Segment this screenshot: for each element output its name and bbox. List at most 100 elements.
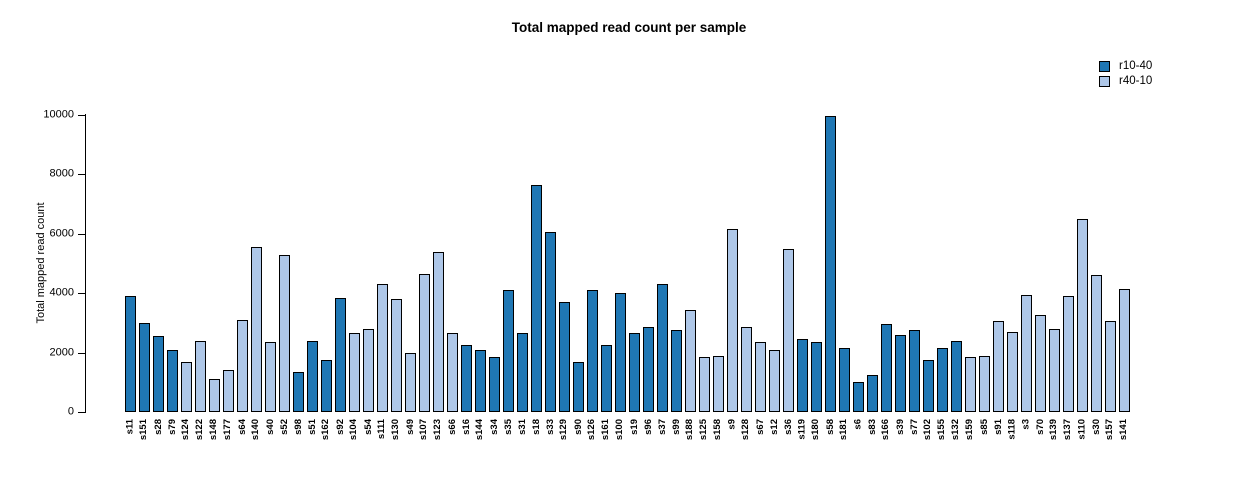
bar bbox=[923, 360, 934, 412]
bar bbox=[517, 333, 528, 412]
x-axis-label: s126 bbox=[586, 419, 598, 441]
legend-label-r40-10: r40-10 bbox=[1119, 75, 1153, 87]
bar bbox=[125, 296, 136, 412]
x-axis-label: s129 bbox=[558, 419, 570, 441]
x-axis-label: s90 bbox=[572, 419, 584, 435]
x-axis-label: s96 bbox=[642, 419, 654, 435]
chart-title: Total mapped read count per sample bbox=[511, 20, 747, 35]
x-axis-label: s158 bbox=[712, 419, 724, 441]
x-axis-label: s188 bbox=[684, 419, 696, 441]
bar bbox=[699, 357, 710, 412]
bar bbox=[839, 348, 850, 412]
bar bbox=[321, 360, 332, 412]
y-axis-tick-label: 6000 bbox=[49, 227, 74, 240]
x-axis-label: s51 bbox=[306, 419, 318, 435]
bar bbox=[685, 310, 696, 412]
x-axis-label: s128 bbox=[740, 419, 752, 441]
x-axis-label: s132 bbox=[950, 419, 962, 441]
bar bbox=[951, 341, 962, 412]
x-axis-label: s67 bbox=[754, 419, 766, 435]
bar bbox=[433, 252, 444, 412]
bar bbox=[349, 333, 360, 412]
x-axis-label: s49 bbox=[404, 419, 416, 435]
bar bbox=[405, 353, 416, 412]
bar bbox=[1077, 219, 1088, 412]
bar bbox=[587, 290, 598, 412]
y-axis-tick-label: 4000 bbox=[49, 286, 74, 299]
bar bbox=[1007, 332, 1018, 412]
y-axis-line bbox=[85, 114, 86, 413]
x-axis-label: s85 bbox=[978, 419, 990, 435]
bar bbox=[265, 342, 276, 412]
y-axis-tick bbox=[78, 353, 85, 354]
x-axis-label: s140 bbox=[250, 419, 262, 441]
x-axis-label: s35 bbox=[502, 419, 514, 435]
x-axis-label: s159 bbox=[964, 419, 976, 441]
bar bbox=[223, 370, 234, 412]
bar bbox=[671, 330, 682, 412]
bar bbox=[209, 379, 220, 412]
bar bbox=[755, 342, 766, 412]
x-axis-label: s166 bbox=[880, 419, 892, 441]
legend-item-r40-10: r40-10 bbox=[1099, 74, 1152, 88]
y-axis-tick bbox=[78, 234, 85, 235]
x-axis-label: s33 bbox=[544, 419, 556, 435]
bar bbox=[167, 350, 178, 412]
bar bbox=[573, 362, 584, 412]
bar bbox=[811, 342, 822, 412]
x-axis-label: s139 bbox=[1048, 419, 1060, 441]
x-axis-label: s70 bbox=[1034, 419, 1046, 435]
bar bbox=[195, 341, 206, 412]
legend: r10-40 r40-10 bbox=[1099, 59, 1152, 89]
bar bbox=[629, 333, 640, 412]
x-axis-label: s19 bbox=[628, 419, 640, 435]
y-axis-tick bbox=[78, 293, 85, 294]
x-axis-label: s39 bbox=[894, 419, 906, 435]
x-axis-label: s52 bbox=[278, 419, 290, 435]
x-axis-label: s66 bbox=[446, 419, 458, 435]
legend-label-r10-40: r10-40 bbox=[1119, 60, 1153, 72]
bar bbox=[1049, 329, 1060, 412]
bar bbox=[475, 350, 486, 412]
y-axis-tick bbox=[78, 174, 85, 175]
bar bbox=[503, 290, 514, 412]
bar bbox=[741, 327, 752, 412]
bar bbox=[797, 339, 808, 412]
legend-item-r10-40: r10-40 bbox=[1099, 59, 1152, 73]
x-axis-label: s144 bbox=[474, 419, 486, 441]
x-axis-label: s130 bbox=[390, 419, 402, 441]
bar bbox=[377, 284, 388, 412]
x-axis-label: s177 bbox=[222, 419, 234, 441]
x-axis-label: s151 bbox=[138, 419, 150, 441]
bar bbox=[1063, 296, 1074, 412]
bar bbox=[1105, 321, 1116, 412]
bar bbox=[895, 335, 906, 412]
x-axis-label: s92 bbox=[334, 419, 346, 435]
x-axis-label: s18 bbox=[530, 419, 542, 435]
x-axis-label: s12 bbox=[768, 419, 780, 435]
x-axis-label: s83 bbox=[866, 419, 878, 435]
bar bbox=[419, 274, 430, 412]
y-axis-tick-label: 0 bbox=[67, 405, 74, 418]
x-axis-label: s77 bbox=[908, 419, 920, 435]
bar bbox=[279, 255, 290, 412]
legend-swatch-r40-10 bbox=[1099, 75, 1110, 87]
x-axis-label: s104 bbox=[348, 419, 360, 441]
x-axis-label: s6 bbox=[852, 419, 864, 430]
x-axis-label: s162 bbox=[320, 419, 332, 441]
bar bbox=[657, 284, 668, 412]
bar bbox=[643, 327, 654, 412]
bar bbox=[615, 293, 626, 412]
x-axis-label: s34 bbox=[488, 419, 500, 435]
x-axis-label: s180 bbox=[810, 419, 822, 441]
bar bbox=[237, 320, 248, 412]
x-axis-label: s9 bbox=[726, 419, 738, 430]
bar bbox=[979, 356, 990, 412]
bar bbox=[769, 350, 780, 412]
x-axis-label: s155 bbox=[936, 419, 948, 441]
y-axis-tick bbox=[78, 412, 85, 413]
bar bbox=[1021, 295, 1032, 412]
x-axis-label: s107 bbox=[418, 419, 430, 441]
bar bbox=[601, 345, 612, 412]
